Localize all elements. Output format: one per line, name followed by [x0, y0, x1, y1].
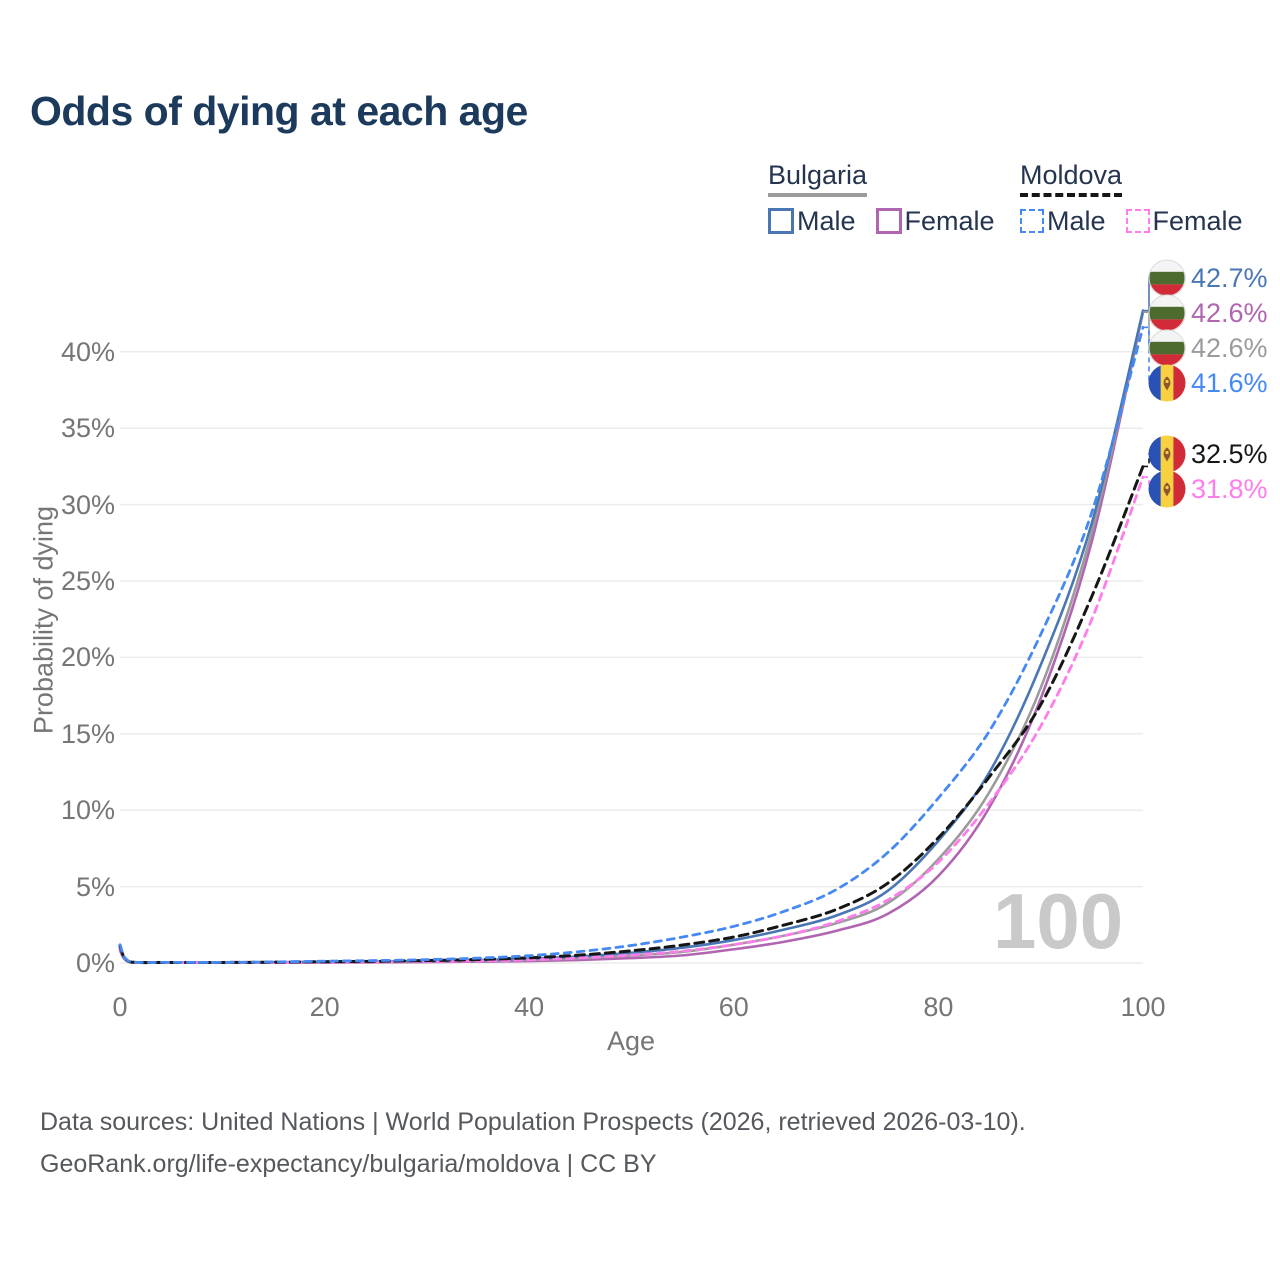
bulgaria-female-swatch-icon: [875, 208, 902, 234]
legend-item-bulgaria-male[interactable]: Male: [768, 207, 856, 235]
attribution-line: GeoRank.org/life-expectancy/bulgaria/mol…: [40, 1150, 657, 1178]
end-label-value: 42.6%: [1191, 332, 1268, 363]
end-label-value: 32.5%: [1191, 439, 1268, 470]
y-axis-title: Probability of dying: [28, 505, 59, 735]
legend-item-label: Female: [1152, 206, 1243, 236]
y-tick-label: 40%: [60, 336, 115, 367]
y-tick-label: 30%: [60, 489, 115, 520]
data-sources-line: Data sources: United Nations | World Pop…: [40, 1108, 1026, 1136]
x-axis-title: Age: [606, 1026, 656, 1056]
legend: Bulgaria Male Female Moldova Male Female: [0, 160, 1280, 250]
y-tick-label: 35%: [60, 413, 115, 444]
x-tick-label: 80: [923, 992, 954, 1022]
end-label-value: 41.6%: [1191, 367, 1268, 398]
legend-items-bulgaria: Male Female: [768, 207, 995, 235]
legend-item-moldova-female[interactable]: Female: [1125, 206, 1243, 236]
legend-items-moldova: Male Female: [1020, 207, 1243, 235]
moldova-flag-icon: [1148, 435, 1186, 473]
series-end-label-moldova-female: 31.8%: [1148, 470, 1268, 508]
series-line-bulgaria-male: [118, 309, 1145, 964]
legend-item-bulgaria-female[interactable]: Female: [875, 206, 995, 236]
x-tick-label: 0: [112, 992, 128, 1022]
end-label-value: 42.7%: [1191, 262, 1268, 293]
legend-item-label: Male: [797, 206, 856, 236]
bulgaria-flag-icon: [1148, 329, 1186, 367]
series-end-label-bulgaria-female: 42.6%: [1148, 294, 1268, 332]
legend-item-moldova-male[interactable]: Male: [1020, 207, 1106, 235]
end-label-value: 31.8%: [1191, 474, 1268, 505]
legend-item-label: Female: [904, 206, 995, 236]
y-tick-label: 5%: [75, 871, 115, 902]
legend-header-bulgaria: Bulgaria: [768, 160, 868, 197]
legend-group-bulgaria: Bulgaria Male Female: [768, 160, 995, 235]
y-tick-label: 0%: [75, 948, 115, 978]
y-tick-label: 15%: [60, 718, 115, 749]
series-line-moldova-male: [118, 325, 1145, 964]
moldova-female-swatch-icon: [1125, 209, 1150, 233]
series-line-bulgaria-female: [118, 310, 1145, 965]
x-tick-label: 60: [718, 992, 749, 1022]
y-tick-label: 20%: [60, 642, 115, 673]
moldova-flag-icon: [1148, 364, 1186, 402]
moldova-flag-icon: [1148, 470, 1186, 508]
series-line-moldova-female: [118, 475, 1145, 965]
series-end-label-moldova-male: 41.6%: [1148, 364, 1268, 402]
series-end-label-bulgaria-male: 42.7%: [1148, 259, 1268, 297]
x-tick-label: 100: [1120, 992, 1166, 1022]
series-end-label-moldova-both: 32.5%: [1148, 435, 1268, 473]
bulgaria-flag-icon: [1148, 259, 1186, 297]
chart-plot[interactable]: [0, 0, 1280, 1080]
series-line-moldova-both: [118, 464, 1145, 965]
x-tick-label: 20: [309, 992, 340, 1022]
bulgaria-flag-icon: [1148, 294, 1186, 332]
series-end-label-bulgaria-both: 42.6%: [1148, 329, 1268, 367]
moldova-male-swatch-icon: [1020, 209, 1044, 233]
legend-group-moldova: Moldova Male Female: [1020, 160, 1243, 235]
page-title: Odds of dying at each age: [30, 88, 528, 134]
legend-item-label: Male: [1047, 206, 1106, 236]
series-line-bulgaria-both: [118, 310, 1145, 964]
y-tick-label: 25%: [60, 566, 115, 596]
legend-header-moldova: Moldova: [1020, 160, 1123, 197]
x-tick-label: 40: [514, 992, 545, 1022]
y-tick-label: 10%: [60, 795, 115, 826]
end-label-value: 42.6%: [1191, 297, 1268, 328]
bulgaria-male-swatch-icon: [768, 208, 794, 234]
